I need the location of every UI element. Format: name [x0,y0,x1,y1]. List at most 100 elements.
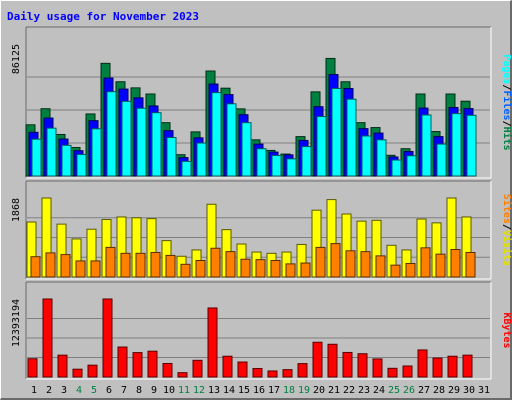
x-tick-label: 18 [283,385,295,396]
x-tick-label: 20 [313,385,325,396]
bar-pages-day-23 [361,135,372,177]
bar-sites-day-1 [30,256,41,278]
bar-pages-day-18 [286,158,297,177]
label-separator: / [501,84,512,90]
bar-pages-day-4 [76,154,87,177]
bar-kbytes-day-5 [87,364,98,378]
x-tick-label: 14 [223,385,235,396]
bar-pages-day-26 [406,155,417,177]
bar-pages-day-8 [136,107,147,177]
x-tick-label: 2 [46,385,52,396]
bar-pages-day-13 [211,92,222,177]
bar-pages-day-10 [166,137,177,177]
bar-pages-day-7 [121,100,132,177]
label-visits: Visits [501,230,512,266]
x-tick-label: 22 [343,385,355,396]
panel-requests: 86125 Pages/Files/Hits [11,26,512,179]
bar-sites-day-30 [465,251,476,278]
panel-max-label: 12393194 [11,299,22,347]
bar-sites-day-2 [45,252,56,278]
x-tick-label: 15 [238,385,250,396]
bar-kbytes-day-22 [342,351,353,378]
x-tick-label: 3 [61,385,67,396]
bar-sites-day-17 [270,260,281,278]
bar-kbytes-day-26 [402,365,413,378]
x-tick-label: 10 [163,385,175,396]
bar-kbytes-day-29 [447,355,458,378]
bar-sites-day-18 [285,263,296,278]
panel-series-label: Pages/Files/Hits [501,54,512,150]
bar-pages-day-16 [256,148,267,177]
bar-kbytes-day-30 [462,354,473,378]
x-tick-label: 25 [388,385,400,396]
x-axis-labels: 1 2 3 4 5 6 7 8 9 10 11 12 13 14 15 16 17 18 19 20 21 22 23 24 2… [31,385,490,396]
bar-sites-day-15 [240,258,251,278]
label-sites: Sites [501,194,512,224]
bar-pages-day-15 [241,122,252,177]
bar-kbytes-day-14 [222,355,233,378]
x-tick-label: 26 [403,385,415,396]
x-tick-label: 11 [178,385,190,396]
bar-kbytes-day-28 [432,357,443,378]
bar-kbytes-day-4 [72,368,83,378]
x-tick-label: 7 [121,385,127,396]
x-tick-label: 16 [253,385,265,396]
x-tick-label: 9 [151,385,157,396]
bar-kbytes-day-20 [312,341,323,378]
bar-sites-day-16 [255,259,266,278]
series-pages [31,87,477,177]
panel-series-label: KBytes [501,312,512,348]
bar-pages-day-30 [466,114,477,177]
bar-sites-day-14 [225,251,236,278]
x-tick-label: 12 [193,385,205,396]
label-pages: Pages [501,54,512,84]
bar-pages-day-21 [331,87,342,177]
bar-sites-day-12 [195,260,206,278]
bar-pages-day-3 [61,144,72,177]
bar-pages-day-27 [421,114,432,177]
x-tick-label: 30 [463,385,475,396]
bar-sites-day-6 [105,246,116,278]
x-tick-label: 28 [433,385,445,396]
x-tick-label: 4 [76,385,82,396]
bar-kbytes-day-18 [282,369,293,378]
bar-kbytes-day-24 [372,358,383,378]
bar-sites-day-25 [390,264,401,278]
bar-kbytes-day-17 [267,370,278,378]
bar-pages-day-11 [181,160,192,177]
x-tick-label: 24 [373,385,385,396]
bar-sites-day-23 [360,251,371,278]
label-hits: Hits [501,127,512,151]
bar-pages-day-28 [436,143,447,177]
label-files: Files [501,90,512,120]
bar-sites-day-26 [405,262,416,278]
bar-kbytes-day-23 [357,353,368,378]
bar-pages-day-14 [226,103,237,177]
x-tick-label: 21 [328,385,340,396]
panel-series-label: Sites/Visits [501,194,512,266]
x-tick-label: 8 [136,385,142,396]
bar-sites-day-20 [315,246,326,278]
label-separator: / [501,224,512,230]
bar-pages-day-2 [46,127,57,177]
bar-sites-day-3 [60,254,71,278]
bar-sites-day-7 [120,252,131,278]
bar-pages-day-25 [391,159,402,177]
bar-pages-day-1 [31,138,42,177]
bar-sites-day-10 [165,254,176,278]
bar-sites-day-4 [75,260,86,278]
label-kbytes: KBytes [501,312,512,348]
bar-sites-day-22 [345,250,356,278]
bar-kbytes-day-25 [387,367,398,378]
bar-sites-day-21 [330,243,341,278]
bar-pages-day-19 [301,146,312,177]
x-tick-label: 5 [91,385,97,396]
bar-pages-day-9 [151,112,162,177]
bar-pages-day-20 [316,116,327,177]
bar-sites-day-9 [150,251,161,278]
bar-kbytes-day-11 [177,372,188,378]
bar-kbytes-day-8 [132,352,143,378]
panel-max-label: 1868 [11,198,22,222]
